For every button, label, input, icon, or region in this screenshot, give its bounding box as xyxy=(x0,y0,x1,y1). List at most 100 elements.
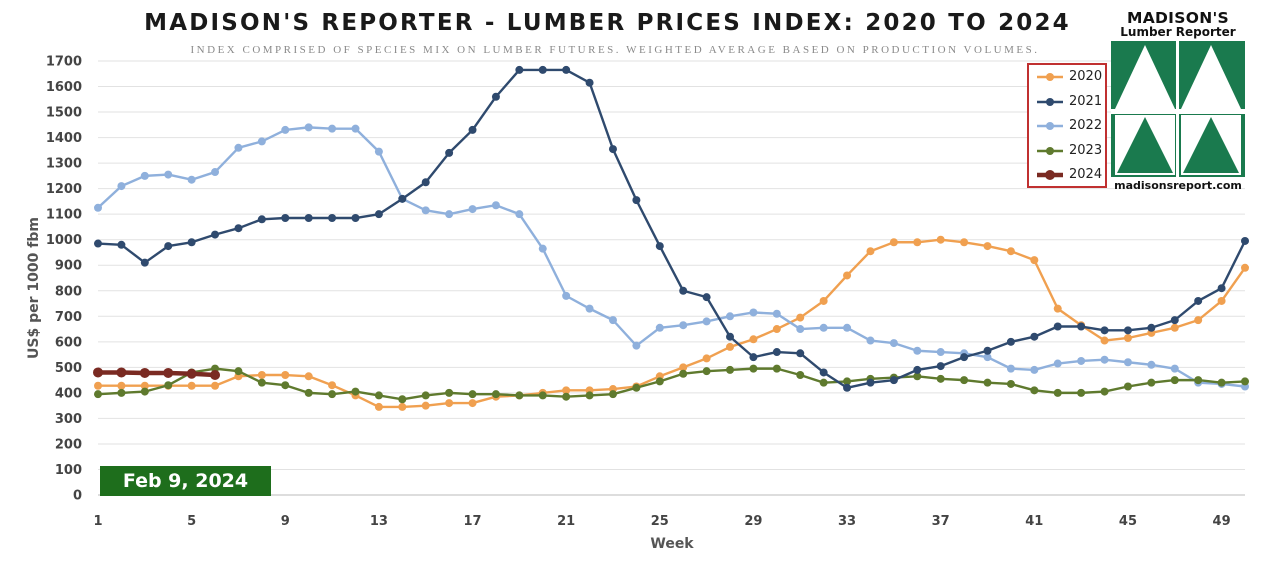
data-point-2021 xyxy=(772,348,781,357)
x-tick-label: 17 xyxy=(463,514,481,529)
y-tick-label: 1600 xyxy=(46,80,82,95)
data-point-2023 xyxy=(374,391,383,400)
data-point-2022 xyxy=(1170,364,1179,373)
y-tick-label: 0 xyxy=(73,489,82,504)
data-point-2023 xyxy=(164,381,173,390)
tree-logo-icon xyxy=(1111,41,1245,177)
chart-title: MADISON'S REPORTER - LUMBER PRICES INDEX… xyxy=(144,10,1071,36)
data-point-2023 xyxy=(1030,386,1039,395)
data-point-2021 xyxy=(1241,236,1249,245)
data-point-2020 xyxy=(1053,304,1062,313)
data-point-2023 xyxy=(538,391,547,400)
data-point-2022 xyxy=(1053,359,1062,368)
data-point-2022 xyxy=(632,341,641,350)
data-point-2021 xyxy=(140,258,149,267)
data-point-2021 xyxy=(94,239,102,248)
x-tick-label: 45 xyxy=(1119,514,1137,529)
data-point-2022 xyxy=(608,316,617,325)
x-tick-label: 37 xyxy=(932,514,950,529)
data-point-2020 xyxy=(866,247,875,256)
data-point-2022 xyxy=(655,323,664,332)
data-point-2021 xyxy=(1123,326,1132,335)
y-axis-ticks: 0 100 200 300 400 500 600 700 800 900 1000 1100 1200… xyxy=(46,55,82,504)
x-tick-label: 13 xyxy=(370,514,388,529)
y-tick-label: 1000 xyxy=(46,233,82,248)
y-tick-label: 700 xyxy=(55,310,82,325)
data-point-2023 xyxy=(585,391,594,400)
x-tick-label: 5 xyxy=(187,514,196,529)
data-point-2020 xyxy=(679,363,688,372)
data-point-2021 xyxy=(374,210,383,219)
logo-url: madisonsreport.com xyxy=(1114,179,1242,192)
data-point-2020 xyxy=(913,238,922,247)
x-tick-label: 1 xyxy=(93,514,102,529)
data-point-2022 xyxy=(94,203,102,212)
data-point-2020 xyxy=(983,242,992,251)
data-point-2020 xyxy=(843,271,852,280)
data-point-2022 xyxy=(585,304,594,313)
data-point-2023 xyxy=(796,371,805,380)
data-point-2021 xyxy=(328,214,337,223)
logo-subtitle: Lumber Reporter xyxy=(1120,25,1236,39)
data-point-2022 xyxy=(843,323,852,332)
data-point-2023 xyxy=(1100,387,1109,396)
data-point-2023 xyxy=(281,381,290,390)
data-point-2023 xyxy=(702,367,711,376)
data-point-2023 xyxy=(94,390,102,399)
data-point-2023 xyxy=(398,395,407,404)
data-point-2022 xyxy=(702,317,711,326)
data-point-2023 xyxy=(1241,377,1249,386)
data-point-2021 xyxy=(1147,323,1156,332)
data-point-2021 xyxy=(562,65,571,74)
data-point-2021 xyxy=(1053,322,1062,331)
data-point-2023 xyxy=(1217,378,1226,387)
data-point-2021 xyxy=(398,194,407,203)
data-point-2020 xyxy=(140,381,149,390)
data-point-2022 xyxy=(257,137,266,146)
data-point-2023 xyxy=(351,387,360,396)
logo-name: MADISON'S xyxy=(1127,9,1229,27)
data-point-2022 xyxy=(819,323,828,332)
y-tick-label: 200 xyxy=(55,437,82,452)
data-point-2020 xyxy=(1217,296,1226,305)
data-point-2023 xyxy=(608,390,617,399)
data-point-2022 xyxy=(328,124,337,133)
data-point-2022 xyxy=(1077,356,1086,365)
data-point-2021 xyxy=(234,224,243,233)
series-2020 xyxy=(94,235,1249,411)
legend-item-2020: 2020 xyxy=(1035,67,1107,87)
data-point-2020 xyxy=(562,386,571,395)
data-point-2024 xyxy=(116,367,127,378)
data-point-2023 xyxy=(679,369,688,378)
legend-label: 2021 xyxy=(1069,93,1103,109)
series-2024 xyxy=(93,367,221,381)
data-point-2022 xyxy=(117,182,126,191)
series-line-2024 xyxy=(98,370,216,378)
data-point-2021 xyxy=(351,214,360,223)
madisons-logo: MADISON'S Lumber Reporter madisonsreport… xyxy=(1108,10,1248,195)
legend-label: 2020 xyxy=(1069,69,1103,84)
x-tick-label: 29 xyxy=(744,514,762,529)
data-point-2022 xyxy=(304,123,313,132)
data-point-2020 xyxy=(1194,316,1203,325)
data-point-2023 xyxy=(491,390,500,399)
data-point-2022 xyxy=(772,309,781,318)
data-point-2021 xyxy=(1030,332,1039,341)
data-point-2021 xyxy=(585,78,594,87)
series-2023 xyxy=(94,364,1249,404)
x-axis-label: Week xyxy=(650,536,694,552)
data-point-2023 xyxy=(304,388,313,397)
data-point-2022 xyxy=(726,312,735,321)
data-point-2021 xyxy=(819,368,828,377)
data-point-2022 xyxy=(187,175,196,184)
data-point-2023 xyxy=(468,390,477,399)
data-point-2021 xyxy=(538,65,547,74)
data-point-2021 xyxy=(889,376,898,385)
data-point-2022 xyxy=(421,206,430,215)
data-point-2020 xyxy=(94,381,102,390)
data-point-2021 xyxy=(796,349,805,358)
legend-label: 2024 xyxy=(1069,167,1103,182)
data-point-2021 xyxy=(913,365,922,374)
x-tick-label: 49 xyxy=(1213,514,1231,529)
data-point-2022 xyxy=(1147,360,1156,369)
